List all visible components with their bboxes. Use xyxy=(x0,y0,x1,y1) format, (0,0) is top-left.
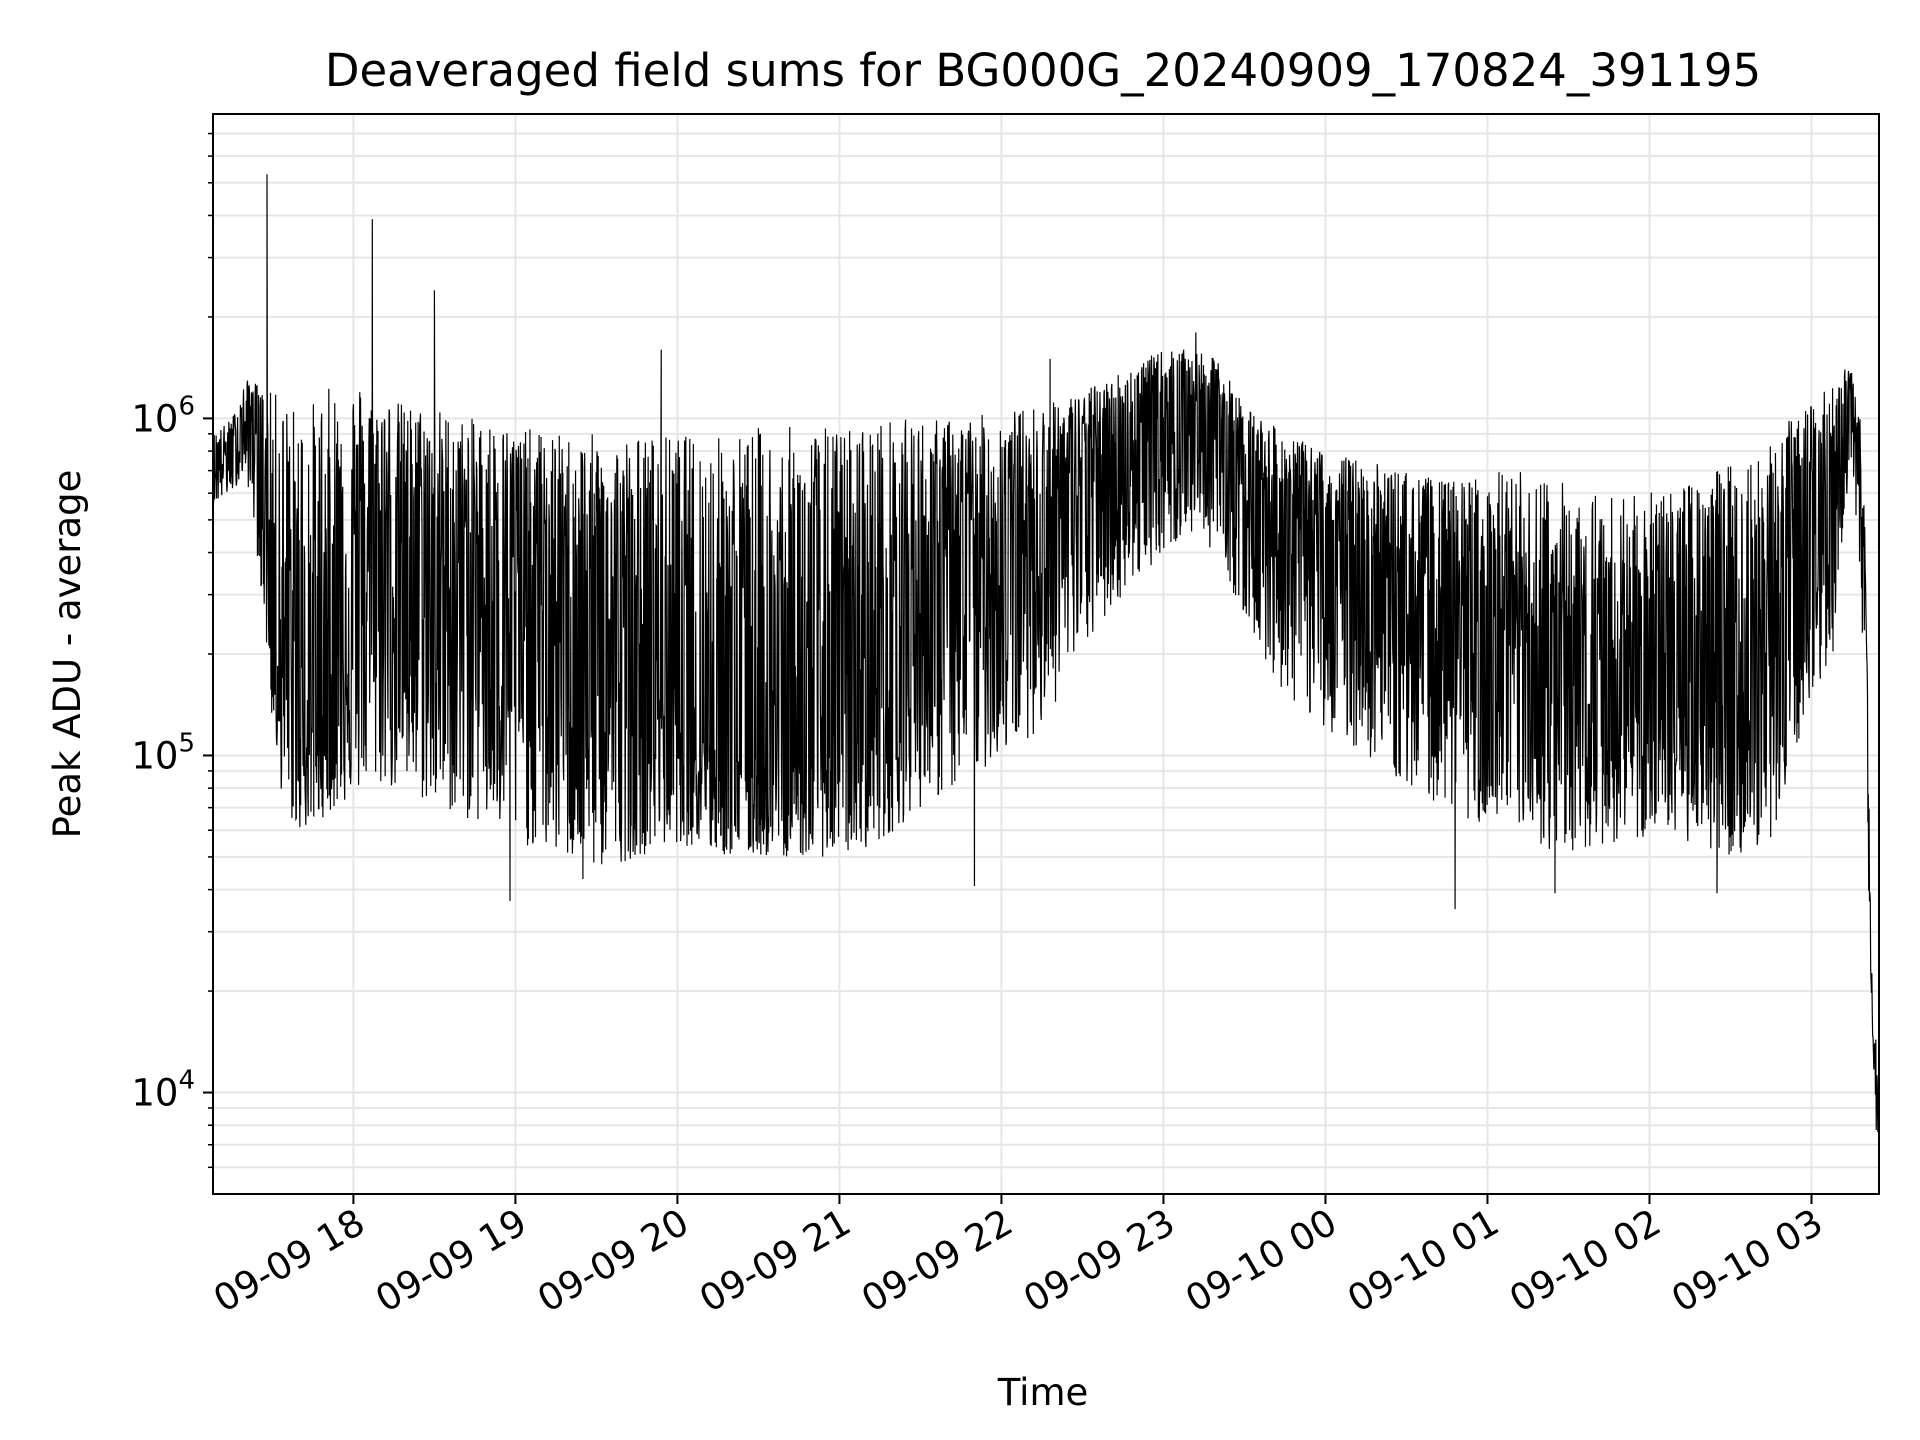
series-line xyxy=(213,174,1879,1132)
y-tick-label: 105 xyxy=(131,728,195,777)
plot-area xyxy=(212,113,1880,1195)
y-tick-label: 104 xyxy=(131,1066,195,1115)
y-axis: 104 105 106 xyxy=(131,132,213,1169)
series-signal xyxy=(213,174,1879,1132)
chart-title: Deaveraged field sums for BG000G_2024090… xyxy=(325,44,1761,97)
y-tick-label: 106 xyxy=(131,391,195,440)
series-layer xyxy=(213,174,1879,1132)
x-axis-label: Time xyxy=(997,1371,1089,1414)
y-axis-label: Peak ADU - average xyxy=(46,470,89,839)
grid-lines xyxy=(213,114,1879,1194)
